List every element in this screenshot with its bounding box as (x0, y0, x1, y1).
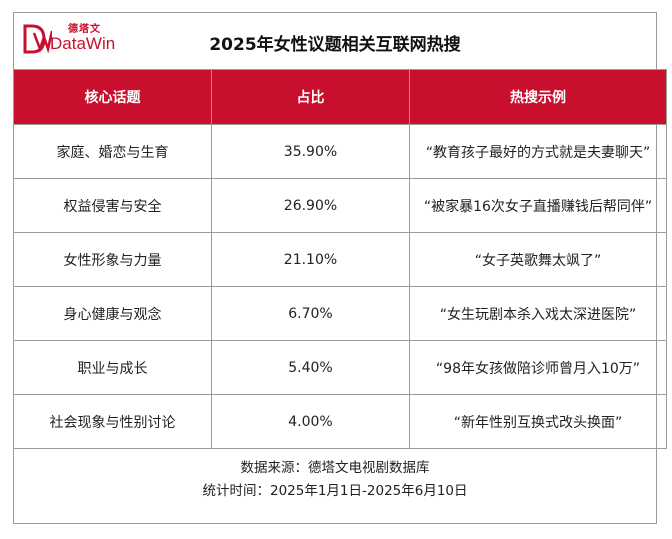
example-cell: “女生玩剧本杀入戏太深进医院” (409, 286, 667, 341)
share-cell: 21.10% (211, 232, 410, 287)
data-source-note: 数据来源：德塔文电视剧数据库 (240, 460, 430, 476)
page-title: 2025年女性议题相关互联网热搜 (209, 35, 461, 55)
example-cell: “女子英歌舞太飒了” (409, 232, 667, 287)
table-header-row: 核心话题 占比 热搜示例 (13, 69, 667, 125)
topic-cell: 家庭、婚恋与生育 (13, 124, 212, 179)
topic-cell: 权益侵害与安全 (13, 178, 212, 233)
statistics-period-note: 统计时间：2025年1月1日-2025年6月10日 (202, 483, 468, 499)
column-header-topic: 核心话题 (13, 69, 212, 125)
logo-text-en: DataWin (50, 34, 116, 53)
table-row: 身心健康与观念 6.70% “女生玩剧本杀入戏太深进医院” (13, 286, 667, 341)
table-row: 权益侵害与安全 26.90% “被家暴16次女子直播赚钱后帮同伴” (13, 178, 667, 233)
datawin-logo: 德塔文 DataWin (22, 19, 132, 61)
share-cell: 26.90% (211, 178, 410, 233)
example-cell: “新年性别互换式改头换面” (409, 394, 667, 449)
footer-notes: 数据来源：德塔文电视剧数据库 统计时间：2025年1月1日-2025年6月10日 (14, 457, 656, 503)
share-cell: 5.40% (211, 340, 410, 395)
column-header-example: 热搜示例 (409, 69, 667, 125)
example-cell: “98年女孩做陪诊师曾月入10万” (409, 340, 667, 395)
table-row: 家庭、婚恋与生育 35.90% “教育孩子最好的方式就是夫妻聊天” (13, 124, 667, 179)
share-cell: 6.70% (211, 286, 410, 341)
example-cell: “被家暴16次女子直播赚钱后帮同伴” (409, 178, 667, 233)
share-cell: 35.90% (211, 124, 410, 179)
topic-cell: 职业与成长 (13, 340, 212, 395)
datawin-logo-icon (23, 24, 52, 54)
column-header-share: 占比 (211, 69, 410, 125)
example-cell: “教育孩子最好的方式就是夫妻聊天” (409, 124, 667, 179)
topic-cell: 社会现象与性别讨论 (13, 394, 212, 449)
table-row: 社会现象与性别讨论 4.00% “新年性别互换式改头换面” (13, 394, 667, 449)
topic-cell: 身心健康与观念 (13, 286, 212, 341)
title-bar: 德塔文 DataWin 2025年女性议题相关互联网热搜 (14, 13, 656, 69)
report-frame: 德塔文 DataWin 2025年女性议题相关互联网热搜 核心话题 占比 热搜示… (13, 12, 667, 524)
topic-cell: 女性形象与力量 (13, 232, 212, 287)
logo-text-cn: 德塔文 (68, 24, 101, 35)
table-row: 女性形象与力量 21.10% “女子英歌舞太飒了” (13, 232, 667, 287)
topic-table: 核心话题 占比 热搜示例 家庭、婚恋与生育 35.90% “教育孩子最好的方式就… (13, 69, 667, 449)
share-cell: 4.00% (211, 394, 410, 449)
table-row: 职业与成长 5.40% “98年女孩做陪诊师曾月入10万” (13, 340, 667, 395)
